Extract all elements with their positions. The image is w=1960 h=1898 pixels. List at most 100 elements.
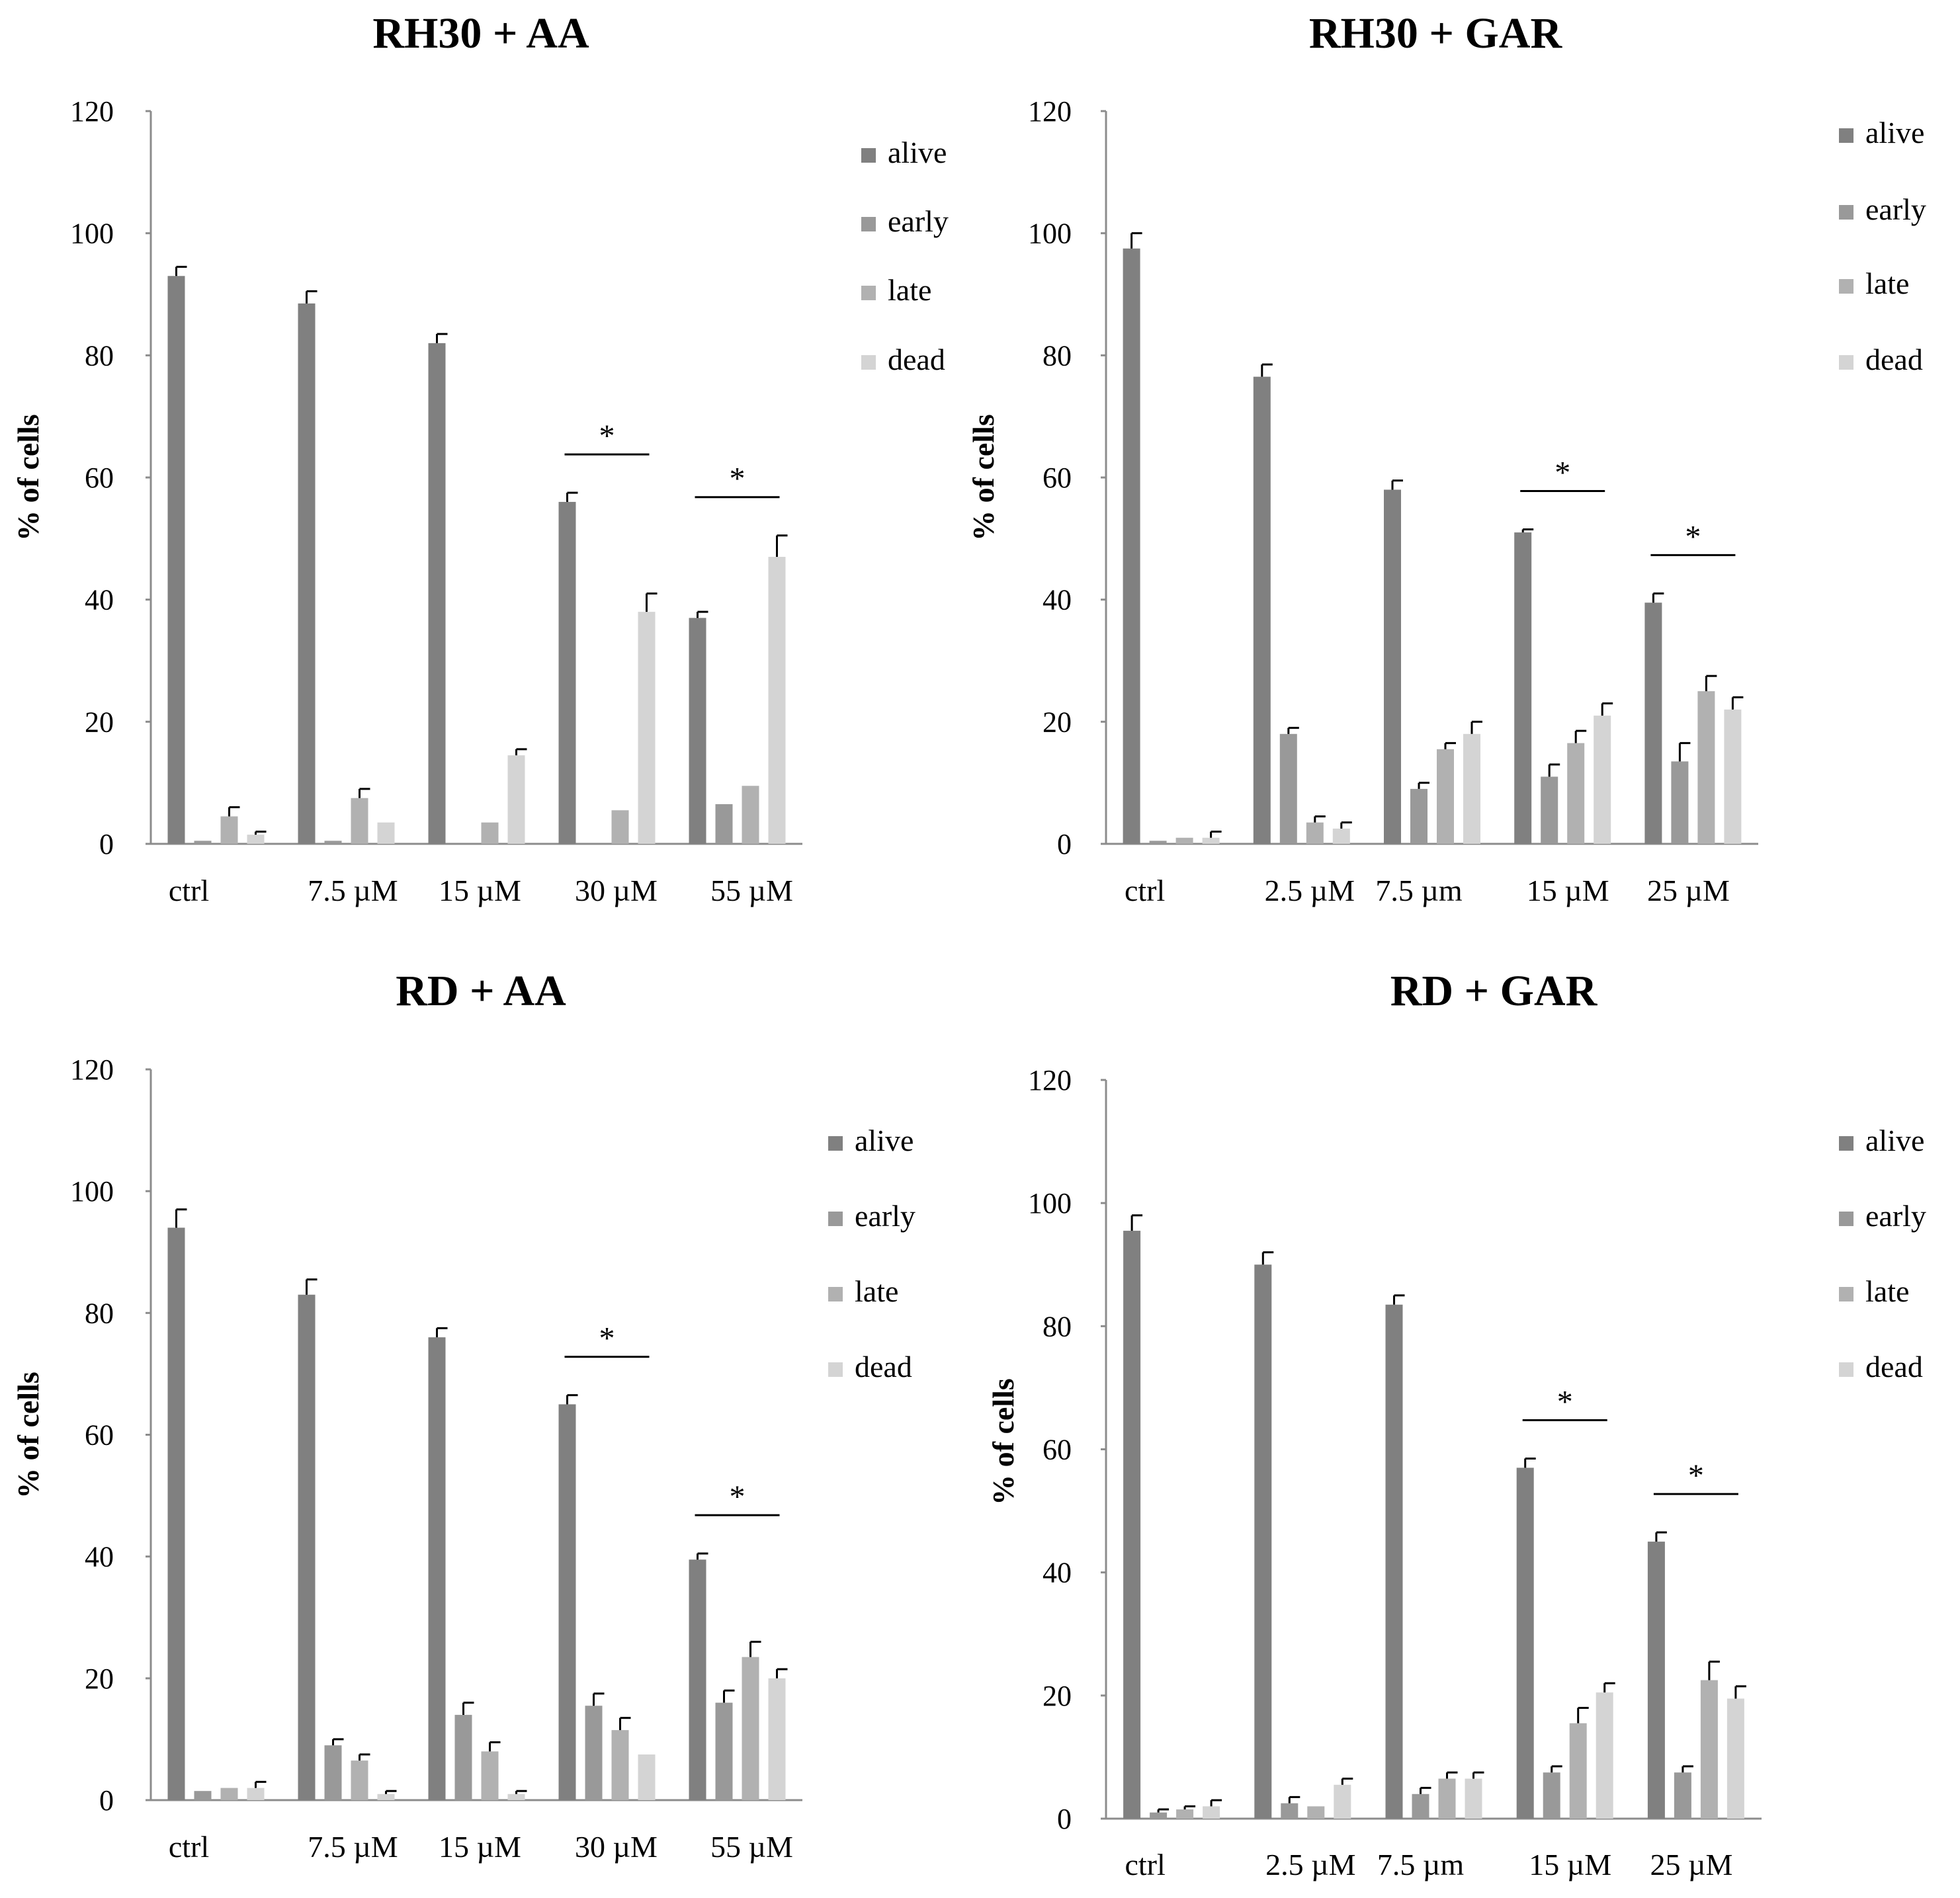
bar-dead (507, 755, 525, 844)
y-tick-label: 0 (99, 1784, 114, 1817)
bar-late (220, 1788, 238, 1800)
y-tick-label: 40 (1043, 1557, 1072, 1589)
x-tick-label: ctrl (1125, 874, 1165, 907)
legend-label: dead (855, 1350, 912, 1383)
bar-late (742, 786, 759, 844)
y-tick-label: 0 (1057, 828, 1072, 860)
bar-alive (298, 1294, 316, 1800)
bar-early (324, 1745, 342, 1800)
y-tick-label: 80 (85, 1297, 114, 1329)
legend-swatch-alive (1839, 128, 1853, 143)
bar-dead (768, 557, 786, 844)
legend-swatch-late (1839, 279, 1853, 294)
legend-label: early (888, 204, 949, 238)
significance-star: * (1688, 1458, 1704, 1493)
y-tick-label: 0 (1057, 1803, 1072, 1835)
bar-early (585, 1706, 603, 1800)
bar-early (715, 804, 733, 844)
y-tick-label: 60 (1043, 1434, 1072, 1466)
legend-label: early (1865, 192, 1926, 226)
y-axis-label: % of cells (11, 414, 45, 541)
bar-alive (1514, 532, 1532, 844)
y-axis-label: % of cells (986, 1378, 1020, 1505)
legend-label: alive (1865, 116, 1924, 149)
x-tick-label: 15 µM (439, 874, 521, 907)
x-tick-label: 7.5 µm (1377, 1848, 1465, 1881)
bar-early (1281, 1803, 1299, 1819)
bar-early (1149, 841, 1167, 844)
y-tick-label: 60 (85, 462, 114, 494)
legend-label: dead (1865, 1350, 1923, 1383)
bar-alive (1123, 248, 1140, 844)
bar-alive (1123, 1231, 1141, 1819)
bar-late (1306, 822, 1324, 844)
y-tick-label: 100 (70, 218, 114, 250)
bar-alive (1385, 1304, 1403, 1819)
x-tick-label: ctrl (169, 874, 209, 907)
bar-dead (1202, 837, 1220, 844)
x-tick-label: 7.5 µM (308, 1830, 398, 1864)
x-tick-label: 25 µM (1647, 874, 1730, 907)
x-tick-label: ctrl (1125, 1848, 1165, 1881)
legend-label: late (1865, 1274, 1909, 1308)
legend-swatch-alive (1839, 1136, 1853, 1151)
bar-dead (1724, 709, 1742, 844)
y-tick-label: 100 (1028, 1187, 1072, 1219)
y-axis-label: % of cells (966, 414, 1000, 541)
x-tick-label: 2.5 µM (1265, 1848, 1355, 1881)
legend-label: alive (1865, 1124, 1924, 1157)
legend-swatch-dead (1839, 1362, 1853, 1377)
y-tick-label: 40 (1043, 584, 1072, 616)
bar-dead (768, 1678, 786, 1800)
bar-dead (377, 822, 395, 844)
y-tick-label: 120 (1028, 95, 1072, 128)
bar-early (454, 1715, 472, 1800)
legend-swatch-dead (861, 355, 876, 370)
chart-title: RD + AA (396, 967, 566, 1015)
bar-early (1671, 761, 1689, 844)
bar-dead (247, 1788, 265, 1800)
bar-dead (1465, 1778, 1482, 1819)
bar-early (1674, 1772, 1691, 1819)
y-tick-label: 120 (70, 1053, 114, 1086)
significance-star: * (730, 1479, 746, 1514)
legend-label: dead (888, 343, 945, 376)
y-tick-label: 80 (1043, 1310, 1072, 1342)
chart-title: RH30 + GAR (1309, 9, 1563, 58)
bar-dead (1332, 828, 1350, 844)
legend-swatch-early (861, 217, 876, 231)
x-tick-label: 30 µM (575, 1830, 658, 1864)
bar-alive (1644, 602, 1662, 844)
chart-title: RD + GAR (1390, 967, 1598, 1015)
legend-label: late (1865, 267, 1909, 300)
legend-label: alive (888, 136, 947, 169)
bar-late (611, 810, 629, 844)
legend-label: alive (855, 1124, 914, 1157)
y-tick-label: 120 (1028, 1064, 1072, 1096)
y-axis-label: % of cells (11, 1372, 45, 1499)
bar-early (194, 1791, 212, 1800)
bar-dead (507, 1794, 525, 1800)
legend-swatch-late (861, 286, 876, 300)
bar-dead (1596, 1692, 1613, 1819)
legend-label: dead (1865, 343, 1923, 376)
y-tick-label: 80 (1043, 339, 1072, 372)
significance-star: * (730, 462, 746, 497)
y-tick-label: 80 (85, 339, 114, 372)
bar-alive (1254, 1264, 1272, 1819)
x-tick-label: 15 µM (439, 1830, 521, 1864)
bar-late (1697, 691, 1715, 844)
bar-late (351, 1760, 368, 1800)
significance-star: * (1555, 455, 1570, 490)
bar-alive (167, 276, 185, 844)
legend-swatch-late (828, 1287, 843, 1301)
legend-swatch-early (1839, 1212, 1853, 1226)
bar-late (481, 822, 499, 844)
x-tick-label: ctrl (169, 1830, 209, 1864)
bar-alive (1647, 1542, 1665, 1819)
y-tick-label: 120 (70, 95, 114, 128)
bar-early (194, 841, 212, 844)
bar-alive (428, 343, 446, 844)
legend-swatch-early (828, 1212, 843, 1226)
